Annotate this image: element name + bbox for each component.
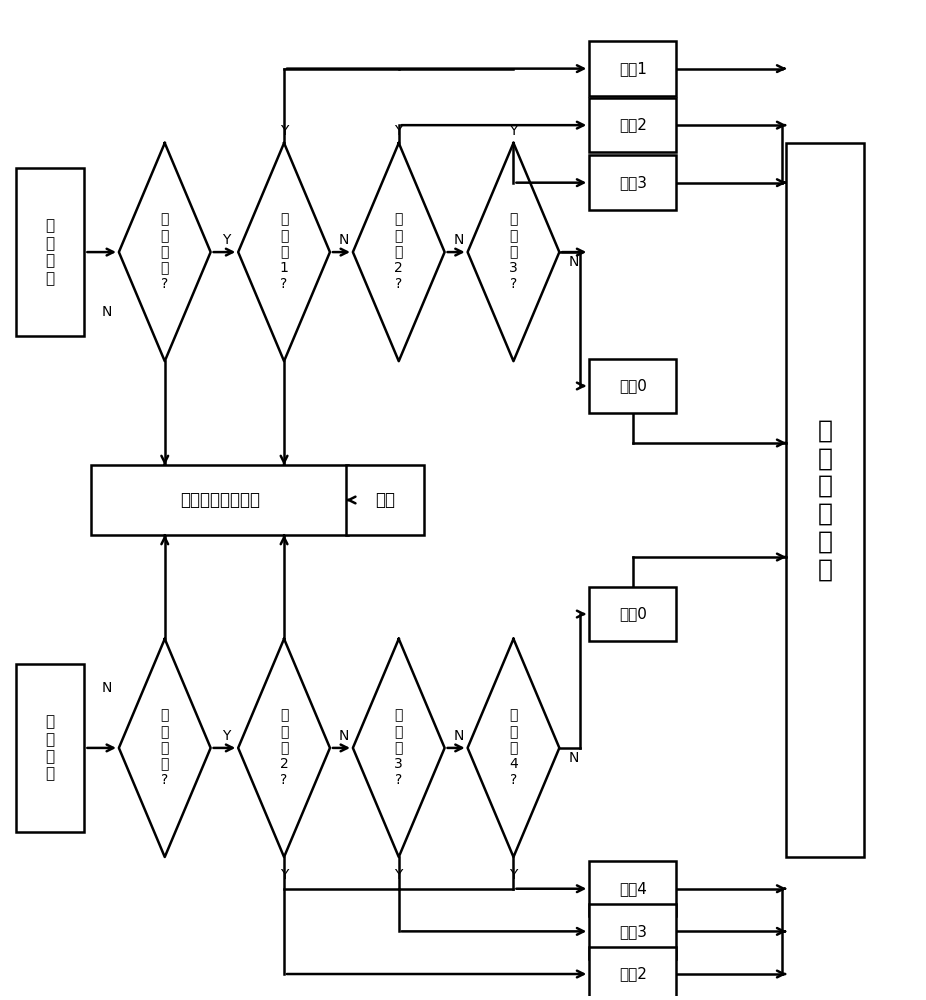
Text: Y: Y [509,124,518,138]
Text: 障
碍
物
4
?: 障 碍 物 4 ? [509,709,518,787]
FancyBboxPatch shape [346,465,424,535]
Text: 输出1: 输出1 [619,61,646,76]
Text: 输出2: 输出2 [619,118,646,133]
Text: N: N [102,305,112,319]
Text: N: N [569,255,579,269]
Text: Y: Y [394,868,403,882]
Text: 输出3: 输出3 [619,924,646,939]
Text: Y: Y [221,233,230,247]
Text: 输出3: 输出3 [619,175,646,190]
Text: N: N [569,751,579,765]
Text: N: N [454,233,464,247]
FancyBboxPatch shape [589,861,676,916]
Text: 初步判定融合算法: 初步判定融合算法 [180,491,260,509]
Text: 减速: 减速 [375,491,395,509]
Text: 障
碍
物
3
?: 障 碍 物 3 ? [509,213,518,291]
Text: 有
障
碍
物
?: 有 障 碍 物 ? [160,709,169,787]
Text: Y: Y [394,124,403,138]
Text: Y: Y [509,868,518,882]
Text: Y: Y [221,729,230,743]
Text: 输出0: 输出0 [619,607,646,622]
Text: N: N [339,233,349,247]
FancyBboxPatch shape [786,143,865,857]
Text: Y: Y [280,868,288,882]
Text: 障
碍
物
3
?: 障 碍 物 3 ? [394,709,403,787]
FancyBboxPatch shape [589,904,676,959]
Text: 障
碍
物
2
?: 障 碍 物 2 ? [280,709,288,787]
Text: 输出2: 输出2 [619,967,646,982]
FancyBboxPatch shape [16,664,84,832]
FancyBboxPatch shape [589,98,676,152]
FancyBboxPatch shape [589,587,676,641]
FancyBboxPatch shape [92,465,348,535]
Text: 有
障
碍
物
?: 有 障 碍 物 ? [160,213,169,291]
FancyBboxPatch shape [589,155,676,210]
Text: 图
像
特
征: 图 像 特 征 [45,714,55,782]
FancyBboxPatch shape [589,359,676,413]
Text: N: N [339,729,349,743]
Text: 识
别
结
果
融
合: 识 别 结 果 融 合 [818,418,833,582]
Text: 障
碍
物
1
?: 障 碍 物 1 ? [280,213,289,291]
Text: 障
碍
物
2
?: 障 碍 物 2 ? [394,213,403,291]
Text: 输出4: 输出4 [619,881,646,896]
Text: N: N [102,681,112,695]
Text: 图
像
特
征: 图 像 特 征 [45,218,55,286]
Text: Y: Y [280,124,288,138]
FancyBboxPatch shape [16,168,84,336]
Text: N: N [454,729,464,743]
Text: 输出0: 输出0 [619,378,646,393]
FancyBboxPatch shape [589,947,676,1000]
FancyBboxPatch shape [589,41,676,96]
